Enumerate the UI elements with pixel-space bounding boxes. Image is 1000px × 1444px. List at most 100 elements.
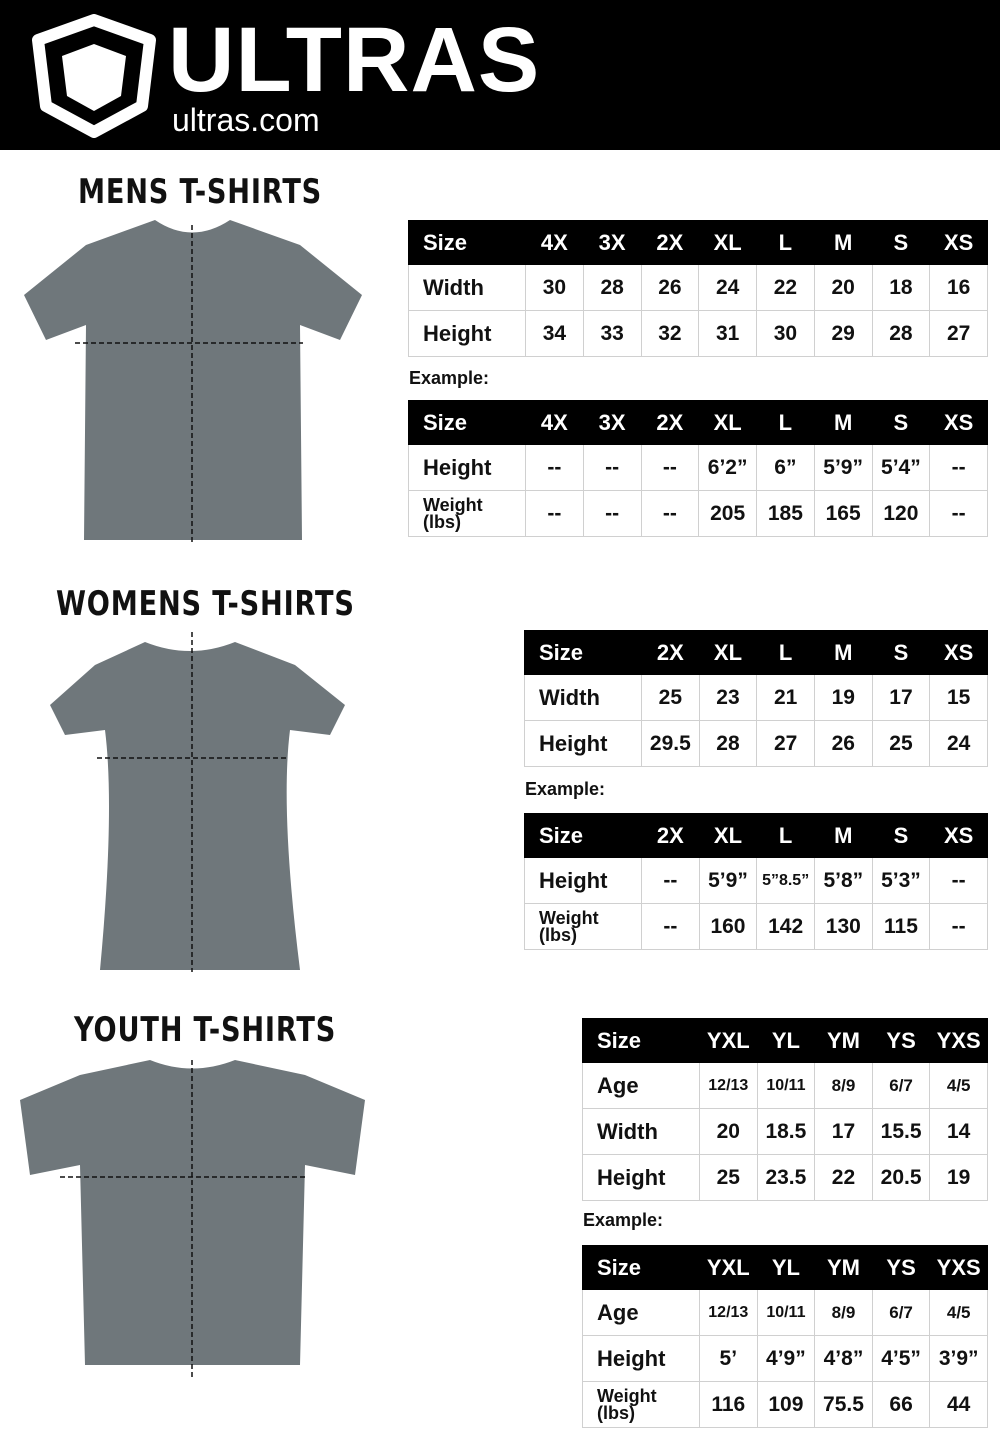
row-label: Size <box>524 630 642 675</box>
table-cell: -- <box>641 903 700 950</box>
youth-example-label: Example: <box>583 1210 664 1230</box>
table-cell: 8/9 <box>814 1062 873 1109</box>
mens-shirt-image <box>24 220 362 545</box>
table-cell: M <box>813 220 873 265</box>
table-cell: S <box>871 400 931 445</box>
row-label: Size <box>408 400 526 445</box>
table-cell: 6’2” <box>698 444 757 491</box>
table-cell: 25 <box>699 1154 758 1201</box>
table-row: Weight (lbs) -- -- -- 205 185 165 120 -- <box>408 490 988 537</box>
table-cell: 26 <box>640 264 700 311</box>
row-label: Height <box>524 857 642 904</box>
table-cell: 2X <box>641 630 700 675</box>
table-cell: 20 <box>813 264 873 311</box>
table-row: Height -- 5’9” 5”8.5” 5’8” 5’3” -- <box>524 857 988 904</box>
table-row: Weight (lbs) 116 109 75.5 66 44 <box>582 1381 988 1428</box>
table-cell: 21 <box>756 674 815 721</box>
row-label: Size <box>582 1018 700 1063</box>
table-cell: M <box>813 813 873 858</box>
table-header-row: Size 4X 3X 2X XL L M S XS <box>408 400 988 445</box>
table-row: Width 30 28 26 24 22 20 18 16 <box>408 264 988 311</box>
womens-title: WOMENS T-SHIRTS <box>56 584 355 624</box>
table-cell: XL <box>698 630 758 675</box>
table-cell: 22 <box>756 264 815 311</box>
table-cell: 28 <box>871 310 931 357</box>
table-cell: 5’9” <box>698 857 758 904</box>
table-cell: 4X <box>525 400 584 445</box>
table-cell: 120 <box>871 490 931 537</box>
table-cell: 30 <box>756 310 815 357</box>
row-label: Size <box>582 1245 700 1290</box>
row-label: Age <box>582 1062 700 1109</box>
table-cell: M <box>813 630 873 675</box>
table-cell: 205 <box>698 490 757 537</box>
table-cell: 4X <box>525 220 584 265</box>
table-cell: 27 <box>756 720 815 767</box>
table-row: Width 20 18.5 17 15.5 14 <box>582 1108 988 1155</box>
table-row: Height 34 33 32 31 30 29 28 27 <box>408 310 988 357</box>
table-cell: 165 <box>813 490 873 537</box>
table-cell: 18 <box>871 264 931 311</box>
table-cell: 29.5 <box>641 720 700 767</box>
table-cell: 30 <box>525 264 584 311</box>
table-cell: 5’ <box>699 1335 758 1382</box>
table-cell: 8/9 <box>814 1289 873 1336</box>
table-cell: -- <box>641 857 700 904</box>
table-cell: L <box>756 630 815 675</box>
table-row: Height 29.5 28 27 26 25 24 <box>524 720 988 767</box>
table-cell: 24 <box>698 264 757 311</box>
table-cell: 6/7 <box>871 1062 931 1109</box>
table-cell: YXS <box>929 1245 988 1290</box>
mens-example-table: Size 4X 3X 2X XL L M S XS Height -- -- -- 6’2” 6” 5’9” 5… <box>408 400 988 537</box>
table-cell: 6” <box>756 444 815 491</box>
row-label: Weight (lbs) <box>524 903 642 950</box>
womens-example-table: Size 2X XL L M S XS Height -- 5’9” 5”8.5” 5’8” 5’3” -… <box>524 813 988 950</box>
row-label: Height <box>408 310 526 357</box>
shield-pentagon-icon <box>32 14 156 138</box>
table-cell: -- <box>929 444 988 491</box>
brand-site: ultras.com <box>172 102 320 138</box>
table-cell: 26 <box>813 720 873 767</box>
table-cell: L <box>756 400 815 445</box>
womens-measure-table: Size 2X XL L M S XS Width 25 23 21 19 17 15 Height 29.5… <box>524 630 988 767</box>
table-cell: 12/13 <box>699 1062 758 1109</box>
table-cell: 2X <box>640 220 700 265</box>
row-label: Height <box>582 1154 700 1201</box>
row-label: Size <box>408 220 526 265</box>
table-row: Height 5’ 4’9” 4’8” 4’5” 3’9” <box>582 1335 988 1382</box>
table-cell: 66 <box>871 1381 931 1428</box>
table-cell: 185 <box>756 490 815 537</box>
table-cell: 109 <box>756 1381 816 1428</box>
table-cell: -- <box>929 903 988 950</box>
table-cell: 23 <box>698 674 758 721</box>
table-cell: 20 <box>699 1108 758 1155</box>
table-cell: 160 <box>698 903 758 950</box>
table-row: Width 25 23 21 19 17 15 <box>524 674 988 721</box>
table-cell: 19 <box>813 674 873 721</box>
table-cell: 33 <box>582 310 642 357</box>
table-cell: 44 <box>929 1381 988 1428</box>
table-cell: 5’3” <box>871 857 931 904</box>
row-label: Weight (lbs) <box>582 1381 700 1428</box>
table-cell: YXL <box>699 1245 758 1290</box>
youth-measure-table: Size YXL YL YM YS YXS Age 12/13 10/11 8/9 6/7 4/5 Wi… <box>582 1018 988 1201</box>
table-cell: S <box>871 813 931 858</box>
table-cell: 4’5” <box>871 1335 931 1382</box>
table-cell: 4’8” <box>814 1335 873 1382</box>
table-cell: S <box>871 220 931 265</box>
table-header-row: Size 4X 3X 2X XL L M S XS <box>408 220 988 265</box>
table-cell: -- <box>929 857 988 904</box>
table-cell: YM <box>814 1018 873 1063</box>
table-cell: XL <box>698 400 757 445</box>
row-label: Height <box>408 444 526 491</box>
youth-example-table: Size YXL YL YM YS YXS Age 12/13 10/11 8/9 6/7 4/5 He… <box>582 1245 988 1428</box>
table-cell: 115 <box>871 903 931 950</box>
table-cell: -- <box>582 444 642 491</box>
table-cell: 130 <box>813 903 873 950</box>
table-cell: 23.5 <box>756 1154 816 1201</box>
table-cell: 5”8.5” <box>756 857 815 904</box>
table-cell: 4/5 <box>929 1289 988 1336</box>
table-cell: 25 <box>871 720 931 767</box>
womens-example-label: Example: <box>525 779 606 799</box>
